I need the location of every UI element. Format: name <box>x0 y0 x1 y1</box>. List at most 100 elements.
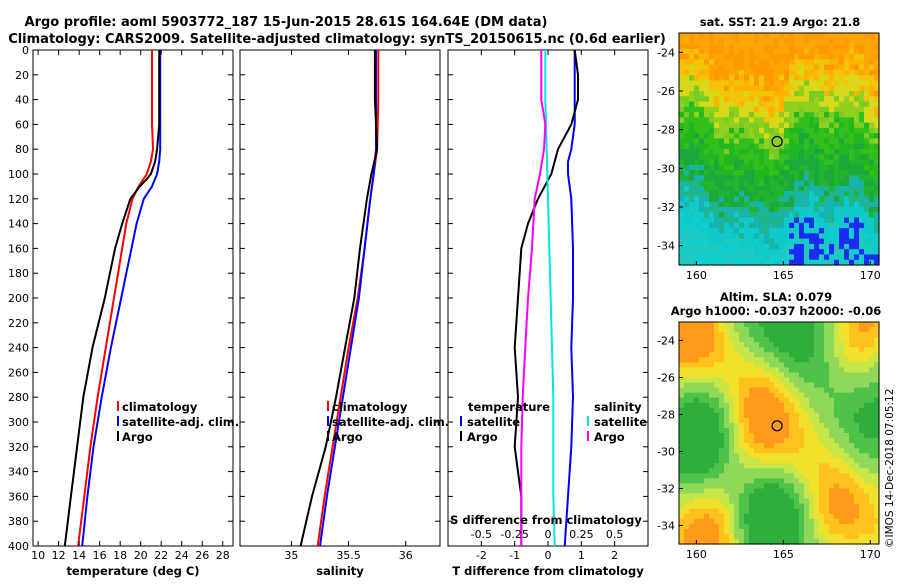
map-cell <box>719 438 725 444</box>
map-cell <box>804 402 810 409</box>
map-cell <box>829 533 835 540</box>
map-cell <box>774 322 780 328</box>
map-cell <box>829 249 835 256</box>
map-cell <box>779 33 785 39</box>
map-cell <box>714 238 720 245</box>
map-cell <box>714 112 720 118</box>
map-cell <box>754 332 760 338</box>
map-cell <box>804 69 810 76</box>
map-cell <box>874 249 880 256</box>
map-cell <box>689 528 695 535</box>
map-cell <box>799 448 805 454</box>
map-cell <box>694 483 700 490</box>
map-cell <box>699 233 705 240</box>
map-cell <box>789 133 795 140</box>
map-cell <box>784 397 790 404</box>
map-cell <box>679 518 685 525</box>
map-cell <box>854 377 860 384</box>
map-cell <box>844 127 850 134</box>
map-cell <box>679 75 685 82</box>
map-cell <box>874 427 880 434</box>
map-cell <box>764 402 770 409</box>
map-cell <box>754 185 760 192</box>
map-cell <box>789 533 795 540</box>
map-cell <box>704 259 710 266</box>
sla-map-subtitle: Argo h1000: -0.037 h2000: -0.06 <box>671 304 882 318</box>
map-cell <box>769 463 775 469</box>
map-cell <box>819 217 825 224</box>
map-cell <box>859 372 865 379</box>
map-cell <box>869 322 875 328</box>
map-cell <box>734 488 740 495</box>
map-cell <box>704 538 710 545</box>
map-cell <box>714 101 720 108</box>
map-cell <box>679 412 685 419</box>
map-cell <box>844 191 850 198</box>
map-cell <box>709 377 715 384</box>
map-cell <box>764 478 770 485</box>
map-cell <box>724 207 730 213</box>
map-cell <box>849 412 855 419</box>
map-cell <box>839 422 845 429</box>
map-cell <box>794 453 800 459</box>
map-cell <box>804 483 810 490</box>
map-cell <box>699 372 705 379</box>
map-cell <box>769 170 775 176</box>
map-cell <box>799 412 805 419</box>
map-cell <box>764 154 770 161</box>
map-cell <box>699 91 705 97</box>
map-cell <box>874 54 880 60</box>
map-cell <box>689 228 695 234</box>
map-cell <box>799 362 805 369</box>
map-cell <box>719 357 725 363</box>
map-cell <box>684 254 690 261</box>
map-cell <box>874 170 880 176</box>
map-cell <box>859 59 865 66</box>
map-cell <box>704 80 710 87</box>
map-cell <box>714 175 720 182</box>
map-cell <box>839 201 845 208</box>
map-cell <box>834 387 840 394</box>
map-cell <box>759 337 765 343</box>
map-cell <box>709 33 715 39</box>
map-cell <box>829 342 835 348</box>
map-cell <box>849 85 855 92</box>
map-cell <box>839 80 845 87</box>
map-cell <box>874 367 880 374</box>
map-cell <box>774 106 780 113</box>
map-cell <box>699 112 705 118</box>
map-cell <box>694 38 700 45</box>
map-cell <box>784 212 790 219</box>
map-cell <box>709 488 715 495</box>
map-cell <box>764 54 770 60</box>
map-cell <box>774 382 780 389</box>
map-cell <box>844 422 850 429</box>
map-cell <box>719 254 725 261</box>
map-cell <box>709 59 715 66</box>
map-cell <box>754 143 760 150</box>
map-cell <box>874 143 880 150</box>
map-cell <box>869 523 875 530</box>
map-cell <box>734 75 740 82</box>
map-cell <box>729 238 735 245</box>
map-cell <box>714 518 720 525</box>
map-cell <box>769 80 775 87</box>
map-cell <box>769 133 775 140</box>
map-cell <box>854 170 860 176</box>
map-cell <box>839 327 845 333</box>
map-cell <box>794 243 800 250</box>
map-cell <box>794 106 800 113</box>
map-cell <box>719 538 725 545</box>
map-cell <box>684 458 690 464</box>
sst-map-frame <box>678 32 880 266</box>
map-cell <box>764 397 770 404</box>
map-cell <box>819 347 825 353</box>
map-cell <box>779 367 785 374</box>
map-cell <box>804 154 810 161</box>
map-cell <box>684 69 690 76</box>
map-cell <box>749 75 755 82</box>
map-cell <box>764 222 770 229</box>
map-cell <box>744 43 750 50</box>
map-cell <box>874 222 880 229</box>
map-cell <box>799 422 805 429</box>
